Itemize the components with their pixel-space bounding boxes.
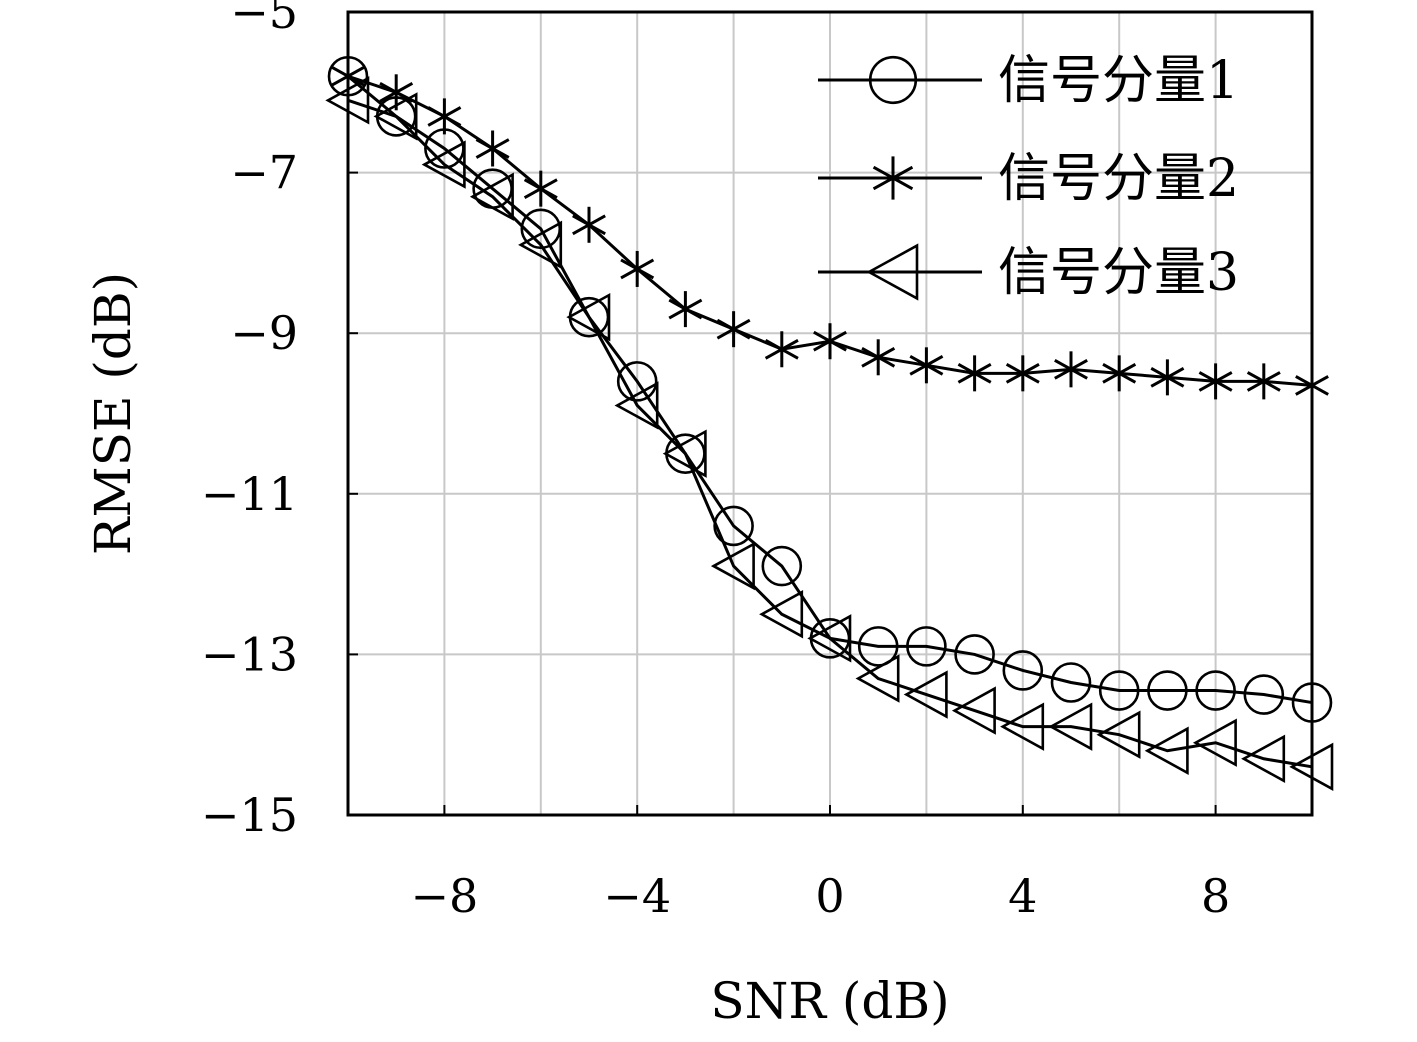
x-tick-label: −4	[603, 869, 671, 923]
legend-label-1: 信号分量1	[998, 51, 1239, 111]
marker-asterisk	[1054, 351, 1088, 388]
x-tick-label: −8	[410, 869, 478, 923]
x-tick-label: 0	[815, 869, 844, 923]
y-tick-label: −9	[230, 306, 298, 360]
series-markers	[325, 55, 1334, 792]
marker-triangle-left	[373, 92, 418, 141]
marker-triangle-left	[1192, 718, 1237, 767]
marker-triangle-left	[469, 172, 514, 221]
legend-symbol-circle-icon	[818, 55, 982, 105]
marker-circle	[1098, 670, 1140, 711]
marker-asterisk	[1198, 363, 1233, 400]
y-tick-label: −15	[201, 788, 298, 842]
marker-asterisk	[1246, 363, 1281, 400]
marker-asterisk	[764, 331, 799, 368]
marker-asterisk	[872, 156, 914, 200]
marker-triangle-left	[1241, 734, 1286, 783]
marker-circle	[1195, 670, 1236, 711]
legend-entry-3: 信号分量3	[818, 243, 1239, 303]
marker-asterisk	[957, 355, 992, 392]
marker-triangle-left	[1048, 702, 1093, 751]
marker-circle	[1050, 662, 1092, 703]
marker-circle	[906, 626, 947, 667]
legend-label-2: 信号分量2	[998, 149, 1239, 209]
marker-triangle-left	[710, 541, 755, 591]
marker-circle	[857, 626, 899, 667]
marker-asterisk	[668, 291, 703, 328]
grid-lines	[348, 12, 1312, 815]
x-tick-label: 4	[1008, 869, 1037, 923]
marker-asterisk	[620, 250, 655, 287]
marker-asterisk	[716, 311, 751, 348]
marker-triangle-left	[855, 654, 900, 703]
marker-triangle-left	[662, 429, 707, 478]
marker-asterisk	[1005, 355, 1040, 392]
marker-circle	[616, 361, 658, 402]
marker-triangle-left	[1000, 702, 1045, 751]
marker-asterisk	[1150, 359, 1185, 396]
marker-circle	[1243, 674, 1285, 715]
marker-triangle-left	[951, 686, 996, 735]
legend-symbol-asterisk-icon	[818, 156, 982, 200]
marker-triangle-left	[421, 140, 466, 189]
legend-symbol-triangle-icon	[818, 243, 982, 301]
marker-asterisk	[861, 339, 896, 376]
marker-asterisk	[1102, 355, 1137, 392]
marker-circle	[761, 545, 803, 587]
marker-asterisk	[813, 323, 847, 360]
marker-triangle-left	[614, 381, 659, 430]
marker-circle	[1147, 670, 1188, 711]
marker-asterisk	[427, 98, 462, 135]
y-tick-label: −11	[201, 467, 298, 521]
marker-circle	[1002, 650, 1044, 691]
legend-entry-2: 信号分量2	[818, 149, 1239, 209]
series-markers-2	[331, 58, 1329, 404]
marker-triangle-left	[1096, 710, 1141, 759]
marker-asterisk	[909, 347, 944, 384]
marker-triangle-left	[807, 614, 852, 663]
y-axis-label: RMSE (dB)	[84, 272, 142, 555]
marker-triangle-left	[566, 292, 611, 342]
x-tick-label: 8	[1201, 869, 1230, 923]
marker-circle	[954, 634, 995, 675]
legend-label-3: 信号分量3	[998, 243, 1239, 303]
marker-circle	[868, 55, 918, 105]
y-tick-label: −5	[230, 0, 298, 39]
marker-triangle-left	[518, 220, 563, 270]
marker-triangle-left	[903, 670, 948, 719]
marker-triangle-left	[1144, 726, 1189, 775]
marker-circle	[713, 505, 754, 547]
marker-triangle-left	[759, 590, 804, 639]
marker-triangle-left	[866, 243, 919, 301]
series-line-3	[347, 98, 1313, 769]
marker-asterisk	[572, 206, 606, 243]
marker-asterisk	[523, 170, 558, 207]
legend-entry-1: 信号分量1	[818, 51, 1239, 111]
legend: 信号分量1 信号分量2 信号分量3	[818, 51, 1239, 303]
y-tick-label: −7	[230, 146, 298, 200]
marker-asterisk	[475, 130, 510, 167]
axis-ticks: −8 −4 0 4 8 −5 −7 −9 −11 −13 −15	[201, 0, 1230, 923]
y-tick-label: −13	[201, 627, 298, 681]
x-axis-label: SNR (dB)	[710, 972, 949, 1030]
